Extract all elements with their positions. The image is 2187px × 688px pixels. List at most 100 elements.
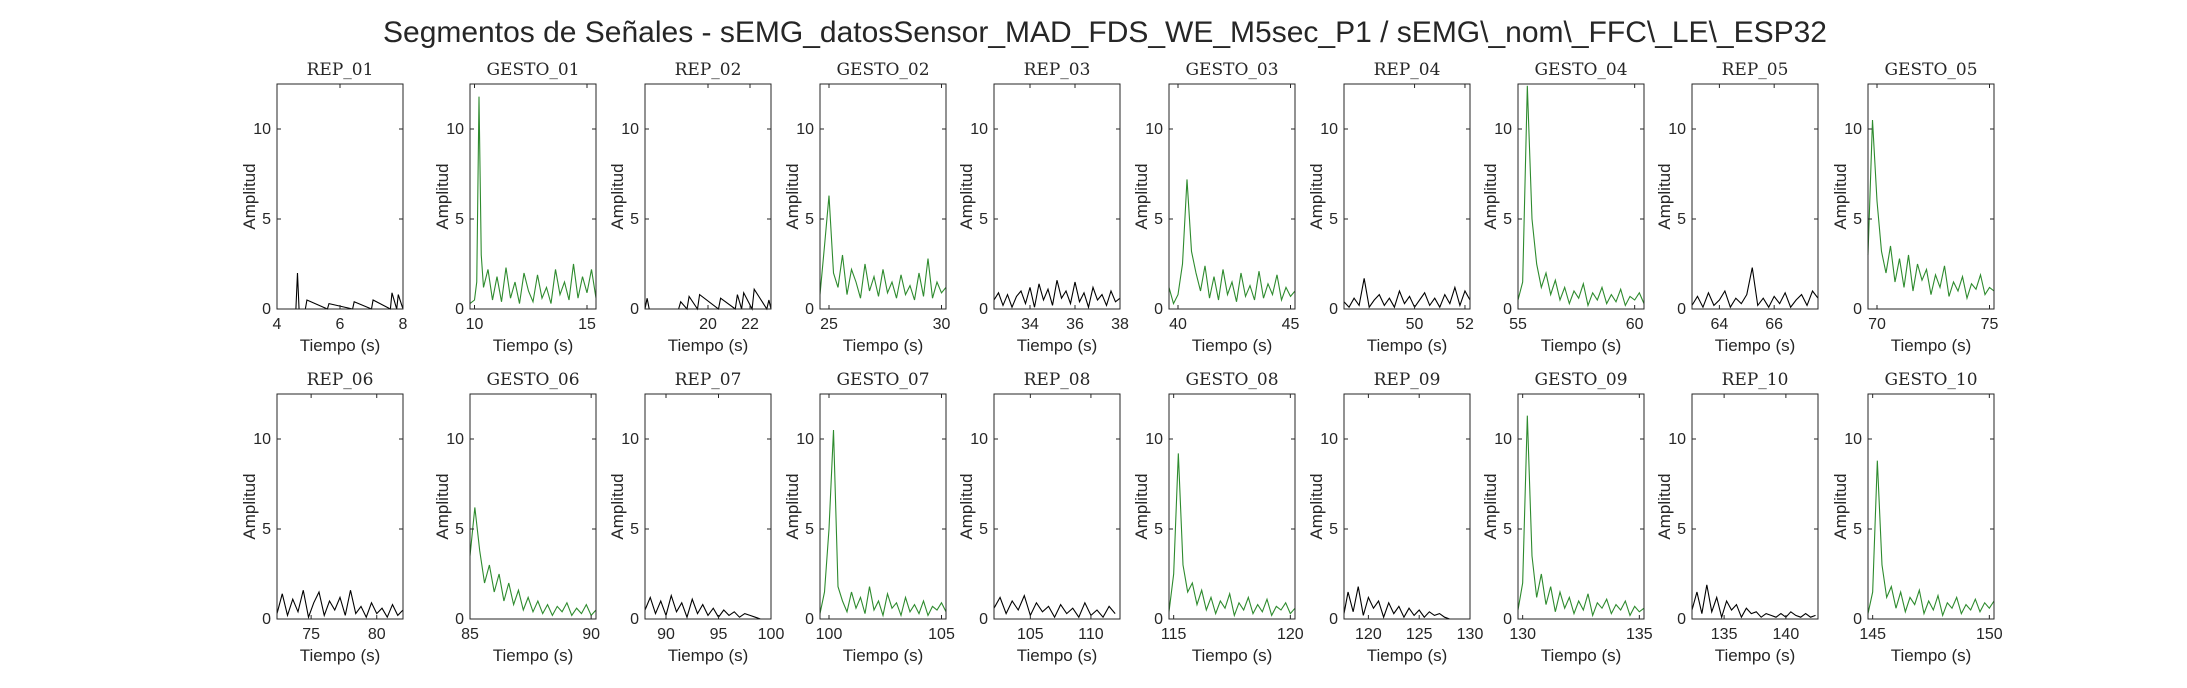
subplot-rep-09: REP_09 0 5 10 120 125 130 Tiempo (s) Amplitud [1307, 370, 1483, 665]
axes-frame [1867, 393, 1995, 620]
signal-series-line [819, 429, 947, 618]
x-tick-label: 135 [1711, 626, 1738, 643]
x-tick-label: 34 [1021, 316, 1039, 333]
x-tick-label: 52 [1456, 316, 1474, 333]
y-tick-label: 0 [1154, 301, 1163, 318]
axes-frame [276, 393, 404, 620]
y-tick-label: 5 [1154, 211, 1163, 228]
x-tick-label: 55 [1509, 316, 1527, 333]
subplot-title: GESTO_08 [1185, 370, 1278, 390]
axes-frame [1517, 393, 1645, 620]
subplot-title: REP_06 [307, 370, 374, 390]
y-axis-label: Amplitud [783, 473, 802, 539]
subplot-title: GESTO_06 [486, 370, 579, 390]
y-axis-label: Amplitud [1831, 163, 1850, 229]
axes-frame [469, 393, 597, 620]
subplot-rep-02: REP_02 0 5 10 20 22 Tiempo (s) Amplitud [608, 60, 772, 355]
subplot-rep-01: REP_01 0 5 10 4 6 8 Tiempo (s) Amplitud [240, 60, 408, 355]
y-tick-label: 5 [805, 521, 814, 538]
y-tick-label: 10 [1668, 121, 1686, 138]
y-axis-label: Amplitud [1481, 473, 1500, 539]
y-axis-label: Amplitud [957, 163, 976, 229]
subplot-title: GESTO_03 [1185, 60, 1278, 80]
y-tick-label: 10 [970, 121, 988, 138]
axes-frame [819, 393, 947, 620]
x-tick-label: 10 [466, 316, 484, 333]
y-tick-label: 10 [796, 121, 814, 138]
y-axis-label: Amplitud [1655, 163, 1674, 229]
x-tick-label: 135 [1626, 626, 1653, 643]
y-axis-label: Amplitud [433, 473, 452, 539]
x-tick-label: 45 [1282, 316, 1300, 333]
subplot-title: GESTO_04 [1534, 60, 1627, 80]
subplot-rep-08: REP_08 0 5 10 105 110 Tiempo (s) Amplitud [957, 370, 1121, 665]
x-tick-label: 60 [1626, 316, 1644, 333]
x-tick-label: 22 [741, 316, 759, 333]
y-tick-label: 0 [1329, 301, 1338, 318]
x-axis-label: Tiempo (s) [1541, 336, 1622, 355]
subplot-title: REP_02 [675, 60, 742, 80]
y-tick-label: 0 [979, 301, 988, 318]
y-axis-label: Amplitud [240, 163, 259, 229]
subplot-rep-07: REP_07 0 5 10 90 95 100 Tiempo (s) Amplitud [608, 370, 784, 665]
x-tick-label: 6 [336, 316, 345, 333]
y-tick-label: 0 [1853, 301, 1862, 318]
signal-series-line [1517, 85, 1645, 308]
x-tick-label: 150 [1976, 626, 2003, 643]
x-tick-label: 95 [710, 626, 728, 643]
y-axis-label: Amplitud [608, 163, 627, 229]
x-axis-label: Tiempo (s) [1715, 646, 1796, 665]
x-tick-label: 4 [273, 316, 282, 333]
x-tick-label: 80 [368, 626, 386, 643]
y-tick-label: 5 [1503, 211, 1512, 228]
subplot-gesto-02: GESTO_02 0 5 10 25 30 Tiempo (s) Amplitud [783, 60, 951, 355]
y-axis-label: Amplitud [1307, 473, 1326, 539]
y-tick-label: 5 [630, 521, 639, 538]
subplot-rep-05: REP_05 0 5 10 64 66 Tiempo (s) Amplitud [1655, 60, 1819, 355]
x-axis-label: Tiempo (s) [1017, 646, 1098, 665]
signal-series-line [1343, 586, 1450, 620]
x-tick-label: 75 [302, 626, 320, 643]
axes-frame [1691, 83, 1819, 310]
x-tick-label: 100 [816, 626, 843, 643]
x-tick-label: 120 [1355, 626, 1382, 643]
x-tick-label: 40 [1169, 316, 1187, 333]
y-tick-label: 5 [1503, 521, 1512, 538]
x-axis-label: Tiempo (s) [1017, 336, 1098, 355]
y-tick-label: 5 [1329, 521, 1338, 538]
figure-title: Segmentos de Señales - sEMG_datosSensor_… [383, 16, 1827, 49]
axes-frame [644, 393, 772, 620]
subplot-title: REP_03 [1024, 60, 1091, 80]
y-tick-label: 10 [1494, 121, 1512, 138]
x-axis-label: Tiempo (s) [493, 646, 574, 665]
x-axis-label: Tiempo (s) [843, 336, 924, 355]
y-tick-label: 0 [630, 611, 639, 628]
y-axis-label: Amplitud [1481, 163, 1500, 229]
subplot-rep-04: REP_04 0 5 10 50 52 Tiempo (s) Amplitud [1307, 60, 1474, 355]
y-tick-label: 10 [621, 431, 639, 448]
x-tick-label: 38 [1111, 316, 1129, 333]
y-tick-label: 0 [1329, 611, 1338, 628]
y-axis-label: Amplitud [240, 473, 259, 539]
signal-series-line [469, 507, 597, 617]
axes-frame [276, 83, 404, 310]
x-tick-label: 50 [1406, 316, 1424, 333]
y-tick-label: 5 [805, 211, 814, 228]
x-tick-label: 125 [1406, 626, 1433, 643]
axes-frame [1168, 83, 1296, 310]
x-tick-label: 130 [1457, 626, 1484, 643]
y-tick-label: 5 [455, 521, 464, 538]
y-tick-label: 10 [253, 121, 271, 138]
y-tick-label: 5 [1154, 521, 1163, 538]
x-tick-label: 75 [1981, 316, 1999, 333]
y-axis-label: Amplitud [1655, 473, 1674, 539]
y-tick-label: 10 [1844, 431, 1862, 448]
signal-series-line [469, 96, 597, 305]
subplot-grid: REP_01 0 5 10 4 6 8 Tiempo (s) Amplitud GESTO_01 0… [240, 60, 2003, 665]
signal-series-line [1168, 453, 1296, 618]
